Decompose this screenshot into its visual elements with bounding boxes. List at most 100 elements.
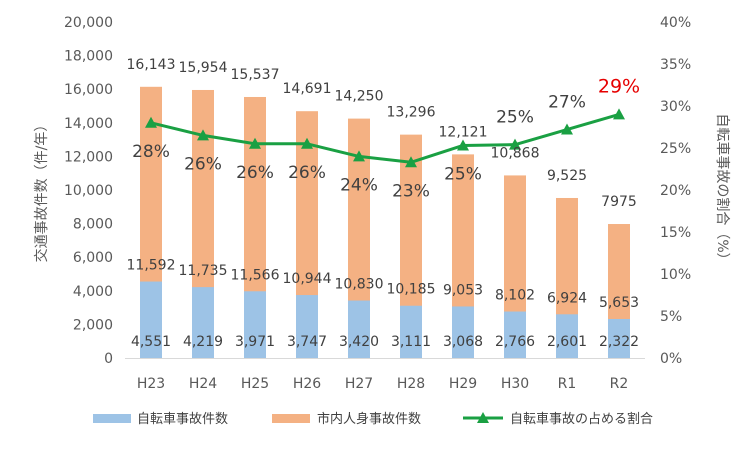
total-value-label: 10,868: [491, 145, 540, 161]
bar-bicycle-accidents: [556, 314, 578, 358]
ratio-marker: [457, 139, 469, 151]
bars-layer: [140, 86, 630, 359]
total-value-label: 13,296: [387, 105, 436, 121]
injury-value-label: 5,653: [599, 295, 639, 311]
legend-swatch-injury: [272, 414, 310, 423]
bar-bicycle-accidents: [244, 291, 266, 358]
legend-label-injury: 市内人身事故件数: [317, 411, 421, 427]
injury-value-label: 11,592: [127, 258, 176, 274]
left-axis-tick-label: 2,000: [73, 317, 113, 333]
ratio-marker: [561, 123, 573, 135]
bar-bicycle-accidents: [504, 311, 526, 358]
left-axis-tick-label: 14,000: [64, 116, 113, 132]
ratio-value-label: 24%: [340, 175, 378, 195]
bicycle-value-label: 3,971: [235, 334, 275, 350]
left-axis-tick-label: 0: [104, 351, 113, 367]
bicycle-value-label: 4,219: [183, 334, 223, 350]
bar-bicycle-accidents: [608, 318, 630, 358]
total-value-label: 15,954: [179, 60, 228, 76]
left-axis-tick-label: 4,000: [73, 284, 113, 300]
ratio-value-label: 23%: [392, 181, 430, 201]
ratio-marker: [145, 116, 157, 128]
injury-value-label: 11,735: [179, 263, 228, 279]
bicycle-value-label: 2,766: [495, 334, 535, 350]
x-axis-tick-label: H29: [449, 376, 477, 392]
ratio-value-label: 27%: [548, 93, 586, 113]
injury-value-label: 8,102: [495, 288, 535, 304]
right-axis-tick-label: 30%: [660, 99, 691, 115]
injury-value-label: 10,185: [387, 282, 436, 298]
bar-bicycle-accidents: [192, 287, 214, 358]
bicycle-value-label: 4,551: [131, 334, 171, 350]
legend-label-ratio: 自転車事故の占める割合: [510, 411, 653, 427]
right-axis-tick-label: 35%: [660, 57, 691, 73]
right-axis-tick-label: 5%: [660, 309, 682, 325]
injury-value-label: 6,924: [547, 290, 587, 306]
ratio-marker: [405, 156, 417, 168]
right-axis-tick-label: 0%: [660, 351, 682, 367]
injury-value-label: 10,830: [335, 277, 384, 293]
ratio-value-label: 26%: [288, 163, 326, 183]
ratio-value-label: 25%: [496, 108, 534, 128]
total-value-label: 7975: [601, 194, 637, 210]
legend-marker-ratio: [477, 412, 489, 423]
left-axis-tick-label: 20,000: [64, 15, 113, 31]
ratio-value-label: 25%: [444, 164, 482, 184]
bar-bicycle-accidents: [452, 306, 474, 358]
bar-injury-accidents: [348, 118, 370, 358]
injury-value-label: 11,566: [231, 267, 280, 283]
bicycle-value-label: 3,420: [339, 334, 379, 350]
injury-value-label: 10,944: [283, 271, 332, 287]
total-value-label: 14,691: [283, 81, 332, 97]
legend: 自転車事故件数 市内人身事故件数 自転車事故の占める割合: [93, 411, 653, 427]
left-axis-tick-label: 12,000: [64, 149, 113, 165]
right-axis-title: 自転車事故の割合（%）: [714, 113, 731, 266]
right-axis-tick-label: 40%: [660, 15, 691, 31]
total-value-label: 14,250: [335, 89, 384, 105]
bar-bicycle-accidents: [348, 300, 370, 358]
bar-bicycle-accidents: [140, 281, 162, 358]
right-axis-tick-label: 10%: [660, 267, 691, 283]
total-value-label: 12,121: [439, 124, 488, 140]
x-axis-tick-label: R2: [610, 376, 629, 392]
ratio-value-label: 28%: [132, 142, 170, 162]
x-axis-tick-label: H24: [189, 376, 217, 392]
ratio-value-label: 26%: [236, 163, 274, 183]
ratio-value-label: 29%: [598, 75, 640, 97]
ratio-marker: [197, 129, 209, 141]
left-axis-title: 交通事故件数（件/年）: [33, 118, 50, 263]
total-value-label: 16,143: [127, 57, 176, 73]
line-layer: [145, 108, 625, 168]
bicycle-value-label: 2,322: [599, 334, 639, 350]
ratio-marker: [301, 137, 313, 149]
bicycle-value-label: 3,111: [391, 334, 431, 350]
ratio-marker: [613, 108, 625, 120]
x-axis-tick-label: H23: [137, 376, 165, 392]
left-axis-tick-label: 18,000: [64, 49, 113, 65]
left-axis-tick-label: 10,000: [64, 183, 113, 199]
right-axis-tick-label: 15%: [660, 225, 691, 241]
total-value-label: 15,537: [231, 67, 280, 83]
total-value-label: 9,525: [547, 168, 587, 184]
bicycle-value-label: 3,068: [443, 334, 483, 350]
bar-bicycle-accidents: [400, 305, 422, 358]
bicycle-value-label: 2,601: [547, 334, 587, 350]
x-axis-tick-label: H26: [293, 376, 321, 392]
axes-layer: 交通事故件数（件/年） 自転車事故の割合（%） 0 2,000 4,000 6,000…: [33, 15, 731, 392]
right-axis-tick-label: 20%: [660, 183, 691, 199]
ratio-marker: [509, 138, 521, 150]
x-axis-tick-label: H27: [345, 376, 373, 392]
left-axis-tick-label: 6,000: [73, 250, 113, 266]
legend-label-bicycle: 自転車事故件数: [137, 412, 228, 427]
ratio-marker: [353, 150, 365, 162]
left-axis-tick-label: 16,000: [64, 82, 113, 98]
left-axis-tick-label: 8,000: [73, 217, 113, 233]
x-axis-tick-label: H28: [397, 376, 425, 392]
ratio-value-label: 26%: [184, 154, 222, 174]
legend-swatch-bicycle: [93, 414, 131, 423]
x-axis-tick-label: H30: [501, 376, 529, 392]
injury-value-label: 9,053: [443, 282, 483, 298]
bicycle-value-label: 3,747: [287, 334, 327, 350]
